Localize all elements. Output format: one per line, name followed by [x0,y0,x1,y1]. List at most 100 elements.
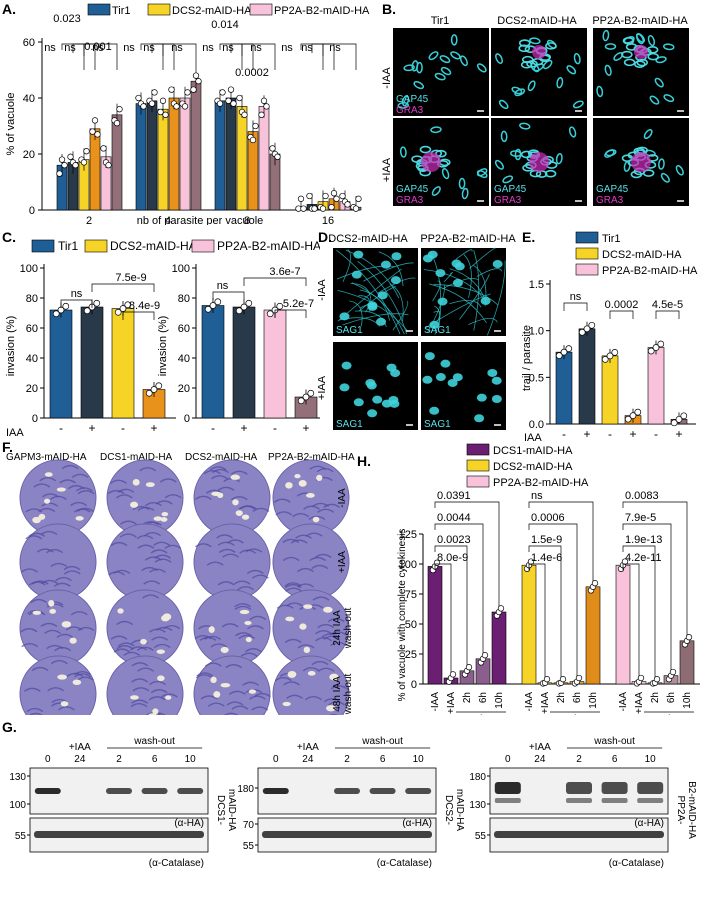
plaque [156,649,165,654]
sig-label: 7.5e-9 [115,272,146,284]
monolayer-texture [131,699,149,704]
data-point [355,195,362,202]
band [637,782,664,794]
monolayer-texture [40,622,58,628]
data-point [135,94,142,102]
data-point [352,205,360,212]
panel-h: H. DCS1-mAID-HA DCS2-mAID-HA PP2A-B2-mAI… [357,443,700,715]
bracket [655,310,680,319]
micrograph-grid: SAG1 SAG1 SAG1 SAG1 [333,247,506,430]
stain-label: GRA3 [396,195,424,206]
monolayer-texture [120,520,137,525]
data-point [225,97,232,104]
parasite [435,269,446,278]
data-point [204,305,212,313]
monolayer-texture [251,706,269,711]
sig-label: 0.0006 [531,512,565,524]
monolayer-texture [308,515,326,520]
plaque [157,675,165,682]
plaque [69,637,77,644]
x-tick-label: 6h [572,692,583,703]
data-point [94,131,101,138]
bracket [434,523,484,653]
data-point [150,386,158,393]
monolayer-texture [144,531,161,537]
monolayer-texture [223,712,239,715]
bar [521,564,537,685]
parasite [450,34,458,46]
plaque [298,479,307,487]
antibody-label: (α-Catalase) [149,858,204,869]
data-point [119,305,127,312]
bar [615,564,631,685]
monolayer-texture [164,544,182,550]
lane-label: 2 [576,754,582,765]
band [177,788,204,794]
data-point [465,664,473,671]
well [106,655,184,715]
plaque [307,671,316,676]
sig-label: ns [123,42,135,54]
gra3-signal [532,45,546,59]
parasite [660,172,670,183]
bracket [274,309,307,318]
x-tick-label: + [629,427,636,441]
sig-label: 0.014 [211,19,239,31]
legend: DCS1-mAID-HA DCS2-mAID-HA PP2A-B2-mAID-H… [466,443,589,489]
plaque [44,472,53,477]
monolayer-texture [204,635,221,640]
monolayer-texture [195,674,213,679]
trail [455,249,473,260]
monolayer-texture [209,466,227,471]
data-point [669,668,677,676]
sig-label: 4.5e-5 [652,299,683,311]
y-tick-label: 1.5 [529,279,544,291]
legend: Tir1 DCS2-mAID-HA PP2A-B2-mAID-HA [31,239,320,253]
data-point [181,103,189,110]
sig-label: ns [570,291,582,303]
legend-label: DCS2-mAID-HA [110,239,197,253]
micrograph [421,342,506,430]
antibody-label: (α-HA) [634,818,664,829]
data-point [83,148,90,155]
iaa-label: IAA [524,432,542,443]
x-tick-label: + [302,421,309,435]
parasite [353,398,364,407]
monolayer-texture [21,642,39,648]
data-point [449,671,457,678]
y-tick-label: 60 [23,37,35,49]
y-tick-label: 20 [178,383,190,395]
parasite [452,278,463,287]
bars [56,70,362,212]
monolayer-texture [327,617,345,623]
parasite [647,52,659,61]
washout-label: washout [555,714,593,715]
bracket [162,43,197,70]
monolayer-texture [297,567,314,573]
blot-name: mAID-HA [226,789,237,832]
monolayer-texture [302,667,320,672]
monolayer-texture [144,556,162,561]
plaque [165,695,172,700]
sig-label: ns [301,42,313,54]
parasite [566,65,577,75]
monolayer-texture [284,583,302,589]
monolayer-texture [274,676,292,682]
band [601,782,628,794]
trail [351,282,405,335]
y-tick-label: 75 [405,589,417,601]
parasite [430,126,442,134]
monolayer-texture [249,615,267,621]
data-point [578,328,586,336]
monolayer-texture [206,561,224,566]
monolayer-texture [312,502,330,508]
y-tick-label: 80 [178,293,190,305]
monolayer-texture [150,549,168,554]
parasite [556,76,564,89]
monolayer-texture [309,556,327,562]
data-point [190,86,197,93]
monolayer-texture [61,464,79,470]
stain-label: GAP45 [396,94,429,105]
monolayer-texture [20,628,38,633]
